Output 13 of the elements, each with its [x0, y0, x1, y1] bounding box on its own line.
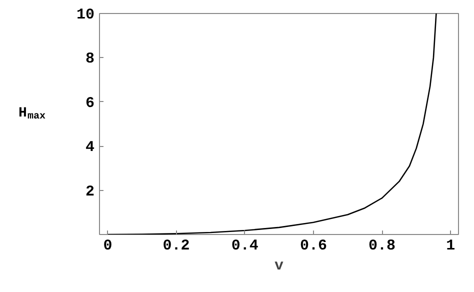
line-series — [107, 14, 437, 234]
x-tick-label: 0.6 — [300, 238, 327, 254]
x-tick-label: 0.8 — [368, 238, 396, 254]
x-tick-label: 0.2 — [162, 238, 190, 254]
x-tick-label: 0.4 — [231, 238, 258, 254]
x-tick-label: 0 — [103, 238, 112, 254]
y-tick-label: 6 — [86, 94, 95, 112]
y-tick-label: 4 — [86, 139, 95, 156]
y-tick-label: 2 — [86, 183, 95, 200]
x-axis-title: v — [274, 258, 284, 274]
x-tick-label: 1 — [446, 238, 456, 254]
y-tick-label: 10 — [76, 6, 95, 24]
y-tick-label: 8 — [86, 50, 95, 68]
